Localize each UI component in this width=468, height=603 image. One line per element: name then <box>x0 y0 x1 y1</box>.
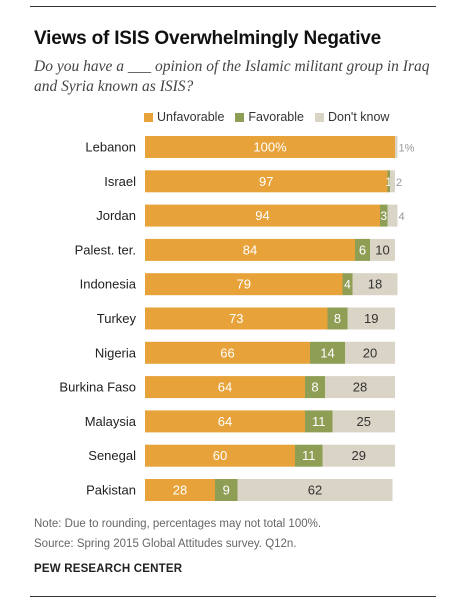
legend-item-dont-know: Don't know <box>315 110 389 124</box>
category-label-indonesia: Indonesia <box>80 277 137 292</box>
bar-favorable-jordan <box>380 204 388 227</box>
bar-unfavorable-turkey <box>145 307 328 330</box>
bar-favorable-burkina-faso <box>305 376 325 399</box>
data-label-unfavorable-turkey: 73 <box>229 311 243 326</box>
bar-favorable-indonesia <box>342 273 353 296</box>
data-label-favorable-burkina-faso: 8 <box>311 380 318 395</box>
legend-item-favorable: Favorable <box>235 110 304 124</box>
data-label-unfavorable-burkina-faso: 64 <box>218 380 232 395</box>
data-label-favorable-nigeria: 14 <box>320 345 334 360</box>
category-label-jordan: Jordan <box>96 208 136 223</box>
data-label-dont-know-nigeria: 20 <box>363 345 377 360</box>
bar-dont-know-malaysia <box>332 410 395 433</box>
bar-favorable-pakistan <box>215 479 238 501</box>
bar-unfavorable-burkina-faso <box>145 376 305 399</box>
bar-favorable-palest-ter <box>355 238 370 261</box>
data-label-dont-know-israel: 2 <box>396 177 402 189</box>
legend-label-dont-know: Don't know <box>328 110 390 124</box>
bar-dont-know-senegal <box>322 444 395 467</box>
bar-favorable-senegal <box>295 444 323 467</box>
category-label-israel: Israel <box>104 174 136 189</box>
category-label-nigeria: Nigeria <box>95 345 137 360</box>
bar-dont-know-lebanon <box>395 136 398 158</box>
data-label-unfavorable-jordan: 94 <box>255 208 269 223</box>
organization-credit: PEW RESEARCH CENTER <box>34 563 183 575</box>
category-label-senegal: Senegal <box>88 448 136 463</box>
data-label-unfavorable-pakistan: 28 <box>173 483 187 498</box>
data-label-favorable-israel: 1 <box>385 175 392 189</box>
bar-unfavorable-israel <box>145 170 388 193</box>
data-label-favorable-malaysia: 11 <box>312 414 326 429</box>
data-label-favorable-palest-ter: 6 <box>359 242 366 257</box>
data-label-unfavorable-indonesia: 79 <box>237 277 251 292</box>
data-label-dont-know-lebanon: 1% <box>399 143 415 155</box>
data-label-unfavorable-malaysia: 64 <box>218 414 232 429</box>
bar-favorable-malaysia <box>305 410 333 433</box>
bar-dont-know-nigeria <box>345 341 395 364</box>
data-label-unfavorable-israel: 97 <box>259 174 273 189</box>
legend-item-unfavorable: Unfavorable <box>144 110 224 124</box>
bar-favorable-nigeria <box>310 341 345 364</box>
chart-note: Note: Due to rounding, percentages may n… <box>34 518 322 530</box>
data-label-favorable-jordan: 3 <box>380 209 387 223</box>
data-label-favorable-pakistan: 9 <box>223 483 230 498</box>
data-label-unfavorable-lebanon: 100% <box>253 140 287 155</box>
data-label-favorable-senegal: 11 <box>302 448 316 463</box>
data-label-dont-know-jordan: 4 <box>399 211 405 223</box>
bar-unfavorable-palest-ter <box>145 238 355 261</box>
category-label-lebanon: Lebanon <box>85 140 136 155</box>
data-label-dont-know-malaysia: 25 <box>357 414 371 429</box>
category-label-palest-ter: Palest. ter. <box>75 242 136 257</box>
data-label-dont-know-turkey: 19 <box>364 311 378 326</box>
category-label-malaysia: Malaysia <box>85 414 137 429</box>
data-label-favorable-turkey: 8 <box>334 311 341 326</box>
bar-dont-know-jordan <box>387 204 398 227</box>
bar-unfavorable-lebanon <box>145 136 395 158</box>
bar-unfavorable-malaysia <box>145 410 305 433</box>
bar-dont-know-turkey <box>347 307 395 330</box>
legend-label-unfavorable: Unfavorable <box>157 110 225 124</box>
chart-title: Views of ISIS Overwhelmingly Negative <box>34 28 382 49</box>
chart-source: Source: Spring 2015 Global Attitudes sur… <box>34 538 297 550</box>
chart-subtitle: Do you have a ___ opinion of the Islamic… <box>34 58 430 95</box>
data-label-dont-know-burkina-faso: 28 <box>353 380 367 395</box>
bar-favorable-israel <box>387 170 390 193</box>
data-label-unfavorable-palest-ter: 84 <box>243 242 257 257</box>
chart-legend: Unfavorable Favorable Don't know <box>144 110 400 124</box>
data-label-dont-know-indonesia: 18 <box>368 277 382 292</box>
data-label-dont-know-senegal: 29 <box>352 448 366 463</box>
data-label-favorable-indonesia: 4 <box>344 278 351 292</box>
data-label-unfavorable-senegal: 60 <box>213 448 227 463</box>
data-label-unfavorable-nigeria: 66 <box>220 345 234 360</box>
bottom-rule <box>30 596 436 597</box>
category-label-burkina-faso: Burkina Faso <box>59 380 136 395</box>
category-label-pakistan: Pakistan <box>86 483 136 498</box>
bar-dont-know-palest-ter <box>370 238 395 261</box>
bar-dont-know-israel <box>390 170 395 193</box>
bar-favorable-turkey <box>327 307 348 330</box>
category-label-turkey: Turkey <box>97 311 137 326</box>
data-label-dont-know-pakistan: 62 <box>308 483 322 498</box>
bar-unfavorable-senegal <box>145 444 295 467</box>
legend-swatch-favorable <box>235 112 245 122</box>
legend-swatch-unfavorable <box>144 112 153 122</box>
legend-label-favorable: Favorable <box>248 110 304 124</box>
bar-unfavorable-nigeria <box>145 341 310 364</box>
bar-unfavorable-jordan <box>145 204 380 227</box>
legend-swatch-dont-know <box>315 112 324 122</box>
data-label-dont-know-palest-ter: 10 <box>375 242 389 257</box>
bar-dont-know-indonesia <box>352 273 398 296</box>
bar-dont-know-pakistan <box>237 479 393 501</box>
bar-unfavorable-indonesia <box>145 273 343 296</box>
bar-dont-know-burkina-faso <box>325 376 395 399</box>
bar-unfavorable-pakistan <box>145 479 215 501</box>
top-rule <box>30 6 436 7</box>
